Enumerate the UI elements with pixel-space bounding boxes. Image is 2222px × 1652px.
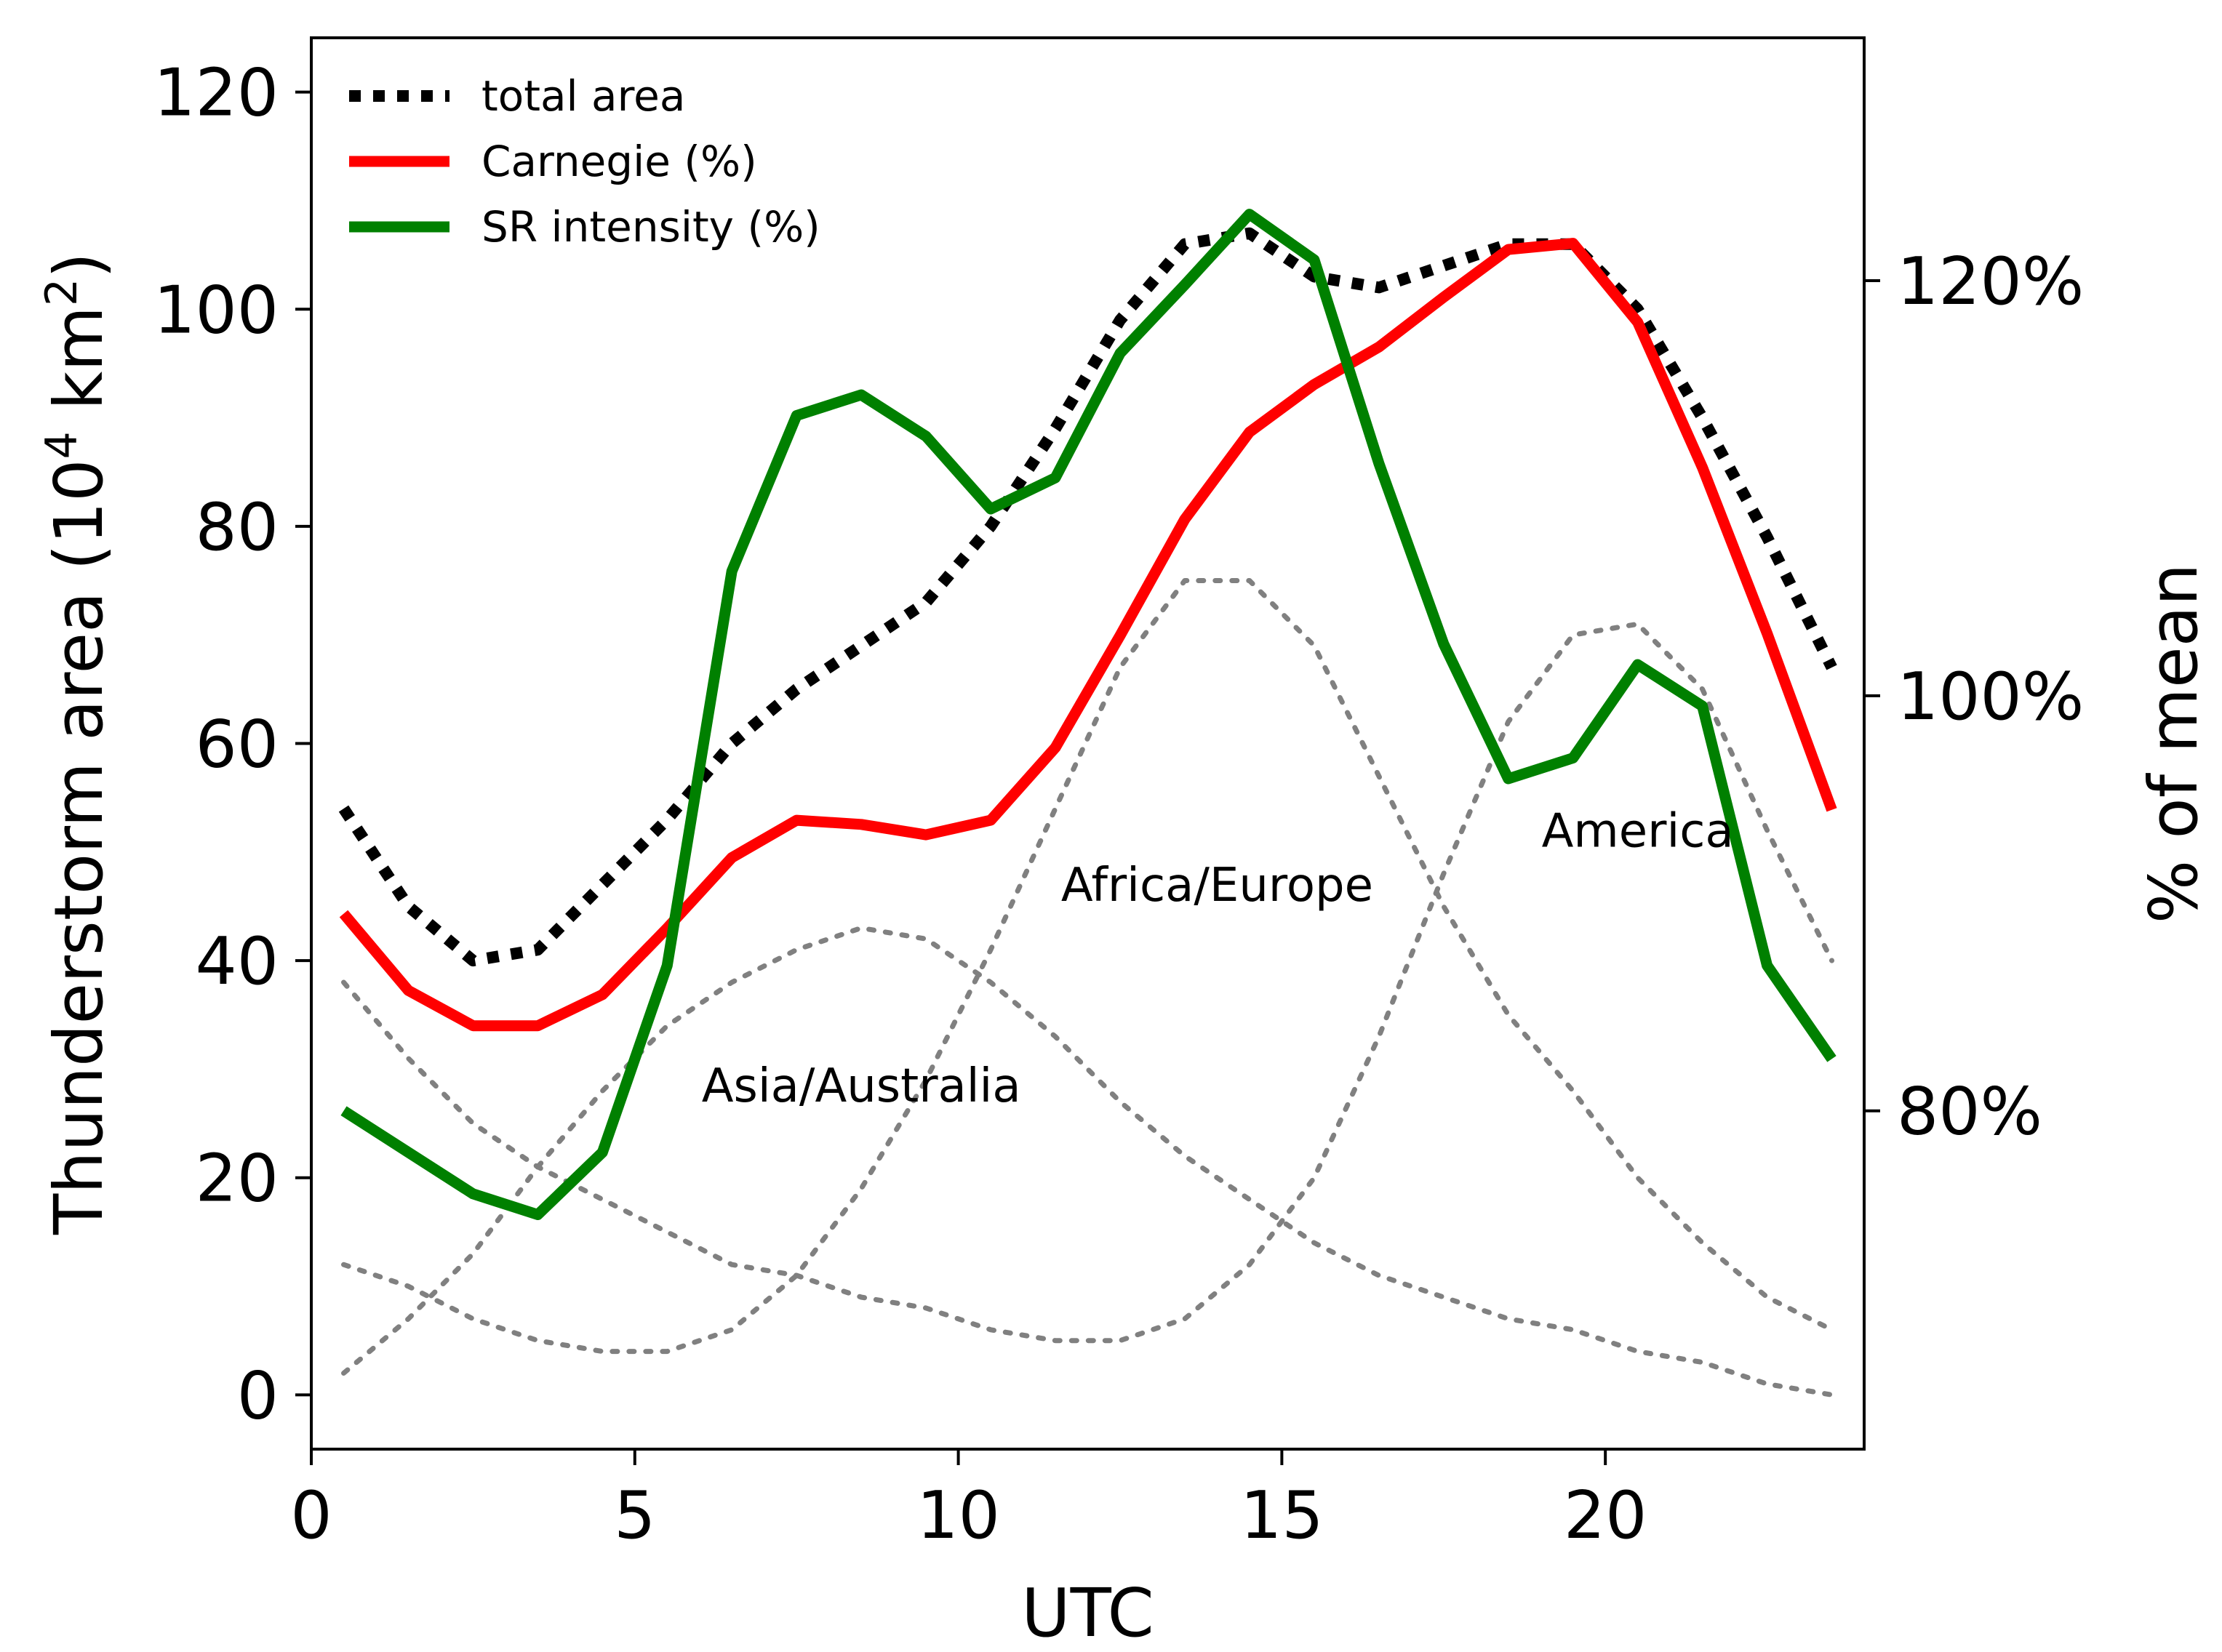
- region-label-asia-australia: Asia/Australia: [702, 1059, 1021, 1113]
- series-line-sr-intensity: [340, 209, 1837, 1220]
- legend-label-total-area: total area: [481, 71, 685, 121]
- y-tick-label: 60: [195, 707, 279, 783]
- y-axis-title-prefix: Thunderstorm area (10: [40, 459, 118, 1235]
- y-tick-label: 120: [153, 55, 279, 132]
- region-label-africa-europe: Africa/Europe: [1061, 859, 1373, 913]
- series-line-asia-australia: [341, 925, 1834, 1398]
- x-tick-label: 5: [614, 1477, 655, 1554]
- y-axis-title-mid: km: [40, 306, 118, 431]
- y-axis-title-sup2: 2: [36, 278, 87, 306]
- y2-tick-label: 100%: [1897, 659, 2084, 735]
- x-axis-title: UTC: [1021, 1574, 1154, 1652]
- y2-tick-label: 120%: [1897, 244, 2084, 320]
- y-axis-title-suffix: ): [40, 252, 118, 278]
- y-tick-label: 20: [195, 1141, 279, 1217]
- y-axis-title: Thunderstorm area (104 km2): [36, 252, 118, 1235]
- series-layer: [338, 209, 1837, 1398]
- x-tick-label: 20: [1564, 1477, 1647, 1554]
- legend-label-carnegie: Carnegie (%): [481, 137, 757, 186]
- y-tick-label: 0: [237, 1358, 279, 1434]
- x-tick-label: 15: [1240, 1477, 1324, 1554]
- region-label-america: America: [1542, 804, 1734, 858]
- series-line-carnegie: [339, 238, 1837, 1032]
- legend-label-sr-intensity: SR intensity (%): [481, 202, 820, 252]
- ticks-layer: 0 5 10 15 20 0 20 40 60 80 100 120 80% 100% 120%: [153, 55, 2084, 1554]
- y-tick-label: 80: [195, 489, 279, 566]
- legend: total area Carnegie (%) SR intensity (%): [349, 71, 820, 252]
- series-line-america: [341, 621, 1834, 1344]
- y2-tick-label: 80%: [1897, 1074, 2042, 1150]
- series-line-africa-europe: [341, 578, 1834, 1355]
- y2-axis-title: % of mean: [2135, 564, 2213, 924]
- y-tick-label: 40: [195, 923, 279, 1000]
- y-axis-title-sup1: 4: [36, 431, 87, 459]
- x-tick-label: 10: [916, 1477, 1000, 1554]
- region-labels: Asia/Australia Africa/Europe America: [702, 804, 1734, 1113]
- x-tick-label: 0: [290, 1477, 332, 1554]
- y-tick-label: 100: [153, 272, 279, 348]
